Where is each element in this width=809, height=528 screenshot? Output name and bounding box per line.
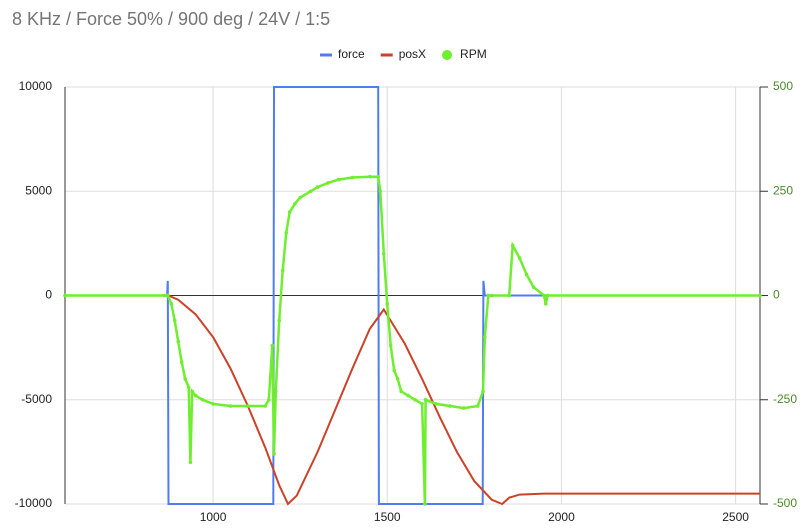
- data-point: [270, 343, 275, 348]
- y-tick-label: 0: [45, 288, 52, 302]
- data-point: [315, 185, 320, 189]
- data-point: [406, 393, 410, 398]
- data-point: [200, 397, 205, 402]
- data-point: [228, 404, 233, 408]
- data-point: [246, 404, 250, 408]
- legend-label: posX: [399, 47, 426, 61]
- data-point: [543, 302, 548, 306]
- data-point: [280, 268, 285, 273]
- y-tick-label: -10000: [15, 496, 53, 510]
- data-point: [350, 175, 355, 180]
- series-line: [65, 86, 760, 505]
- chart-title: 8 KHz / Force 50% / 900 deg / 24V / 1:5: [12, 9, 330, 29]
- series-line: [65, 294, 760, 506]
- data-point: [176, 339, 181, 344]
- data-point: [211, 402, 215, 406]
- data-point: [545, 293, 550, 298]
- data-point: [378, 189, 383, 194]
- data-point: [381, 252, 386, 256]
- data-point: [531, 285, 536, 289]
- data-point: [376, 174, 380, 179]
- data-point: [510, 243, 515, 248]
- data-point: [63, 293, 67, 298]
- y2-tick-label: 500: [773, 79, 793, 93]
- legend-label: RPM: [460, 47, 487, 61]
- data-point: [298, 195, 302, 200]
- data-point: [336, 177, 341, 182]
- y-tick-label: 10000: [19, 79, 53, 93]
- data-point: [486, 293, 491, 298]
- data-point: [266, 397, 271, 402]
- data-point: [188, 460, 193, 465]
- data-point: [165, 293, 170, 298]
- y2-tick-label: 0: [773, 288, 780, 302]
- data-point: [423, 397, 428, 402]
- x-tick-label: 2500: [722, 510, 749, 524]
- x-tick-label: 1500: [374, 510, 401, 524]
- data-point: [263, 404, 268, 408]
- data-point: [308, 189, 313, 194]
- data-point: [193, 393, 198, 398]
- data-point: [172, 318, 177, 323]
- y-tick-label: -5000: [21, 392, 52, 406]
- data-point: [507, 293, 511, 298]
- data-point: [284, 231, 289, 235]
- x-tick-label: 1000: [200, 510, 227, 524]
- data-point: [385, 302, 390, 306]
- data-point: [368, 174, 372, 179]
- data-point: [162, 293, 167, 298]
- data-point: [388, 343, 393, 348]
- data-point: [277, 318, 282, 323]
- data-point: [517, 256, 522, 260]
- data-point: [190, 389, 194, 394]
- y-tick-label: 5000: [25, 183, 52, 197]
- data-point: [448, 404, 452, 408]
- data-point: [758, 293, 762, 298]
- data-point: [287, 210, 292, 214]
- data-point: [179, 360, 184, 365]
- data-point: [183, 377, 187, 381]
- x-tick-label: 2000: [548, 510, 575, 524]
- legend-label: force: [338, 47, 365, 61]
- data-point: [186, 385, 191, 390]
- data-point: [395, 377, 400, 381]
- data-point: [399, 389, 403, 394]
- data-point: [169, 302, 174, 306]
- data-point: [413, 397, 417, 402]
- y2-tick-label: -500: [773, 496, 797, 510]
- data-point: [476, 404, 480, 408]
- data-point: [420, 402, 424, 406]
- data-point: [482, 335, 487, 340]
- data-point: [542, 293, 546, 298]
- data-point: [524, 272, 529, 277]
- legend-swatch: [442, 50, 453, 60]
- data-point: [434, 402, 438, 406]
- data-point: [326, 181, 330, 185]
- y2-tick-label: 250: [773, 183, 793, 197]
- data-point: [489, 293, 494, 298]
- data-point: [423, 502, 427, 506]
- data-point: [481, 389, 485, 394]
- data-point: [273, 389, 278, 394]
- data-point: [293, 201, 297, 206]
- y2-tick-label: -250: [773, 392, 797, 406]
- data-point: [392, 368, 397, 373]
- data-point: [272, 452, 276, 456]
- data-point: [462, 406, 466, 410]
